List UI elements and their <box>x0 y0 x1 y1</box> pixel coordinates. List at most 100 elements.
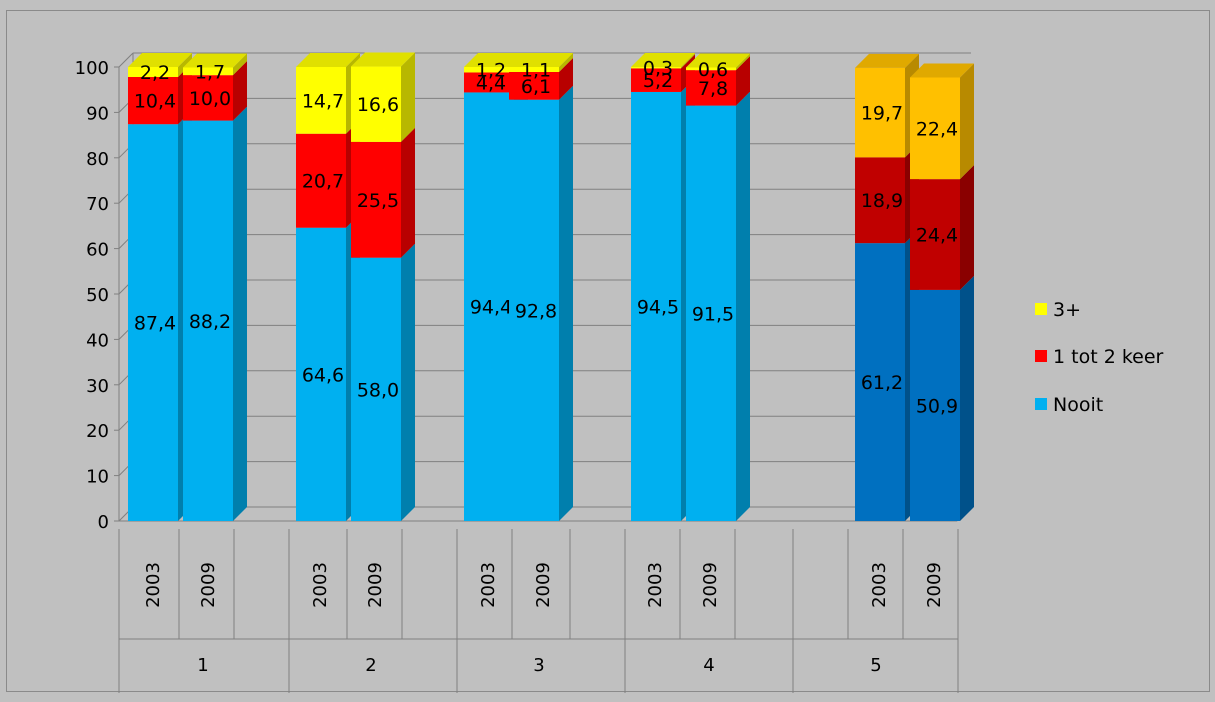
bar-segment <box>128 124 178 521</box>
data-label: 61,2 <box>861 372 903 394</box>
bar-segment <box>686 70 736 106</box>
bar-segment <box>855 157 905 244</box>
data-label: 87,4 <box>134 313 176 335</box>
data-label: 88,2 <box>189 311 231 333</box>
bar-segment <box>686 105 736 521</box>
bar-segment <box>910 289 960 521</box>
bar-segment <box>183 75 233 121</box>
data-label: 1,2 <box>476 60 506 82</box>
bar-side <box>401 127 415 258</box>
bar-top <box>855 53 919 68</box>
bar-side <box>559 53 573 72</box>
bar-side <box>401 52 415 142</box>
y-tick-label: 90 <box>86 103 109 124</box>
bar-top <box>296 53 360 67</box>
bar-segment <box>910 179 960 290</box>
x-group-label: 4 <box>703 655 714 676</box>
legend-key <box>1035 350 1047 362</box>
bar-segment <box>183 67 233 76</box>
bar-top <box>464 53 528 67</box>
bar-top <box>183 53 247 68</box>
bar-top <box>351 52 415 67</box>
data-label: 18,9 <box>861 190 903 212</box>
x-group-label: 1 <box>197 655 208 676</box>
bar-top <box>509 53 573 67</box>
data-label: 4,4 <box>476 72 506 94</box>
y-tick-label: 70 <box>86 194 109 215</box>
data-label: 16,6 <box>357 94 399 116</box>
y-tick-label: 40 <box>86 330 109 351</box>
bar-segment <box>296 133 346 228</box>
y-tick-label: 60 <box>86 240 109 261</box>
bar-segment <box>509 71 559 100</box>
legend-key <box>1035 303 1047 315</box>
bar-segment <box>351 66 401 142</box>
bar-top <box>128 53 192 67</box>
legend-label: 1 tot 2 keer <box>1053 346 1164 368</box>
bar-top <box>686 53 750 68</box>
bar-side <box>960 275 974 521</box>
x-tick-label: 2003 <box>478 562 499 608</box>
bar-segment <box>686 67 736 71</box>
bar-side <box>559 85 573 522</box>
bar-segment <box>855 67 905 158</box>
data-label: 91,5 <box>692 303 734 325</box>
data-label: 25,5 <box>357 190 399 212</box>
data-label: 20,7 <box>302 171 344 193</box>
bar-side <box>736 91 750 521</box>
stacked-bar-chart: 010203040506070809010087,410,42,288,210,… <box>75 52 1164 693</box>
bar-side <box>960 63 974 180</box>
x-tick-label: 2009 <box>924 562 945 608</box>
data-label: 64,6 <box>302 364 344 386</box>
x-group-label: 2 <box>365 655 376 676</box>
bar-side <box>736 56 750 106</box>
bar-side <box>233 61 247 121</box>
x-tick-label: 2003 <box>869 562 890 608</box>
bar-segment <box>128 76 178 125</box>
data-label: 10,0 <box>189 88 231 110</box>
bar-side <box>178 53 192 77</box>
data-label: 24,4 <box>916 225 958 247</box>
bar-segment <box>296 67 346 134</box>
bar-segment <box>910 77 960 180</box>
x-tick-label: 2003 <box>310 562 331 608</box>
bar-segment <box>464 92 514 521</box>
x-tick-label: 2009 <box>198 562 219 608</box>
gridline-diag <box>118 52 134 68</box>
data-label: 94,4 <box>470 297 512 319</box>
y-tick-label: 20 <box>86 421 109 442</box>
bar-segment <box>351 257 401 521</box>
data-label: 92,8 <box>515 300 557 322</box>
data-label: 10,4 <box>134 91 176 113</box>
x-tick-label: 2003 <box>645 562 666 608</box>
bar-side <box>233 53 247 76</box>
data-label: 5,2 <box>643 70 673 92</box>
bar-side <box>233 106 247 522</box>
x-tick-label: 2009 <box>700 562 721 608</box>
data-label: 19,7 <box>861 103 903 125</box>
y-tick-label: 50 <box>86 285 109 306</box>
bar-segment <box>296 227 346 521</box>
data-label: 1,7 <box>195 61 225 83</box>
x-group-label: 5 <box>870 655 881 676</box>
y-tick-label: 80 <box>86 149 109 170</box>
bar-segment <box>464 72 514 93</box>
bar-side <box>559 57 573 100</box>
bar-side <box>736 53 750 71</box>
bar-segment <box>183 120 233 522</box>
bar-segment <box>631 91 681 521</box>
data-label: 2,2 <box>140 62 170 84</box>
bar-side <box>401 243 415 521</box>
y-tick-label: 30 <box>86 376 109 397</box>
bar-side <box>960 165 974 290</box>
data-label: 22,4 <box>916 118 958 140</box>
bar-segment <box>509 99 559 522</box>
bar-segment <box>631 67 681 69</box>
y-tick-label: 0 <box>98 512 109 533</box>
data-label: 6,1 <box>521 76 551 98</box>
data-label: 50,9 <box>916 395 958 417</box>
bar-side <box>681 53 695 69</box>
bar-segment <box>855 243 905 522</box>
x-tick-label: 2009 <box>365 562 386 608</box>
data-label: 58,0 <box>357 379 399 401</box>
